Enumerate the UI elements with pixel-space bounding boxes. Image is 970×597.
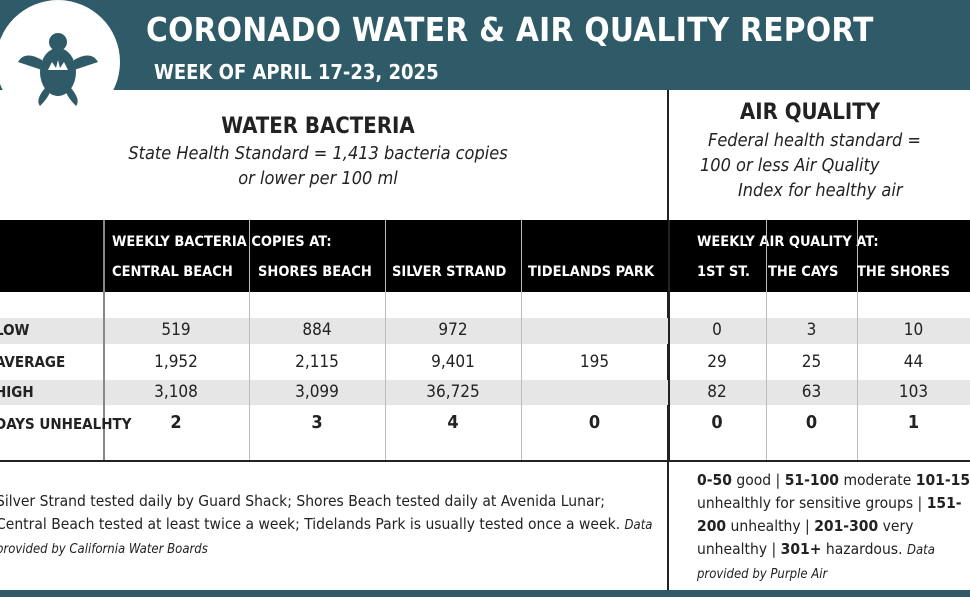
note-text: Silver Strand tested daily by Guard Shac… xyxy=(0,492,621,533)
water-standard: State Health Standard = 1,413 bacteria c… xyxy=(128,143,508,164)
cell: 3 xyxy=(311,412,323,433)
legend-text: moderate xyxy=(843,471,912,489)
column-header: SHORES BEACH xyxy=(258,264,372,280)
cell: 82 xyxy=(707,382,727,402)
cell: 195 xyxy=(579,352,610,372)
legend-range: 101-150 xyxy=(915,471,970,489)
legend-text: very unhealthy | xyxy=(697,517,914,558)
air-standard: Federal health standard = 100 or less Air… xyxy=(690,128,921,203)
legend-text: good | xyxy=(736,471,781,489)
row-label: DAYS UNHEALHTY xyxy=(0,415,132,433)
cell: 44 xyxy=(903,352,924,372)
cell: 36,725 xyxy=(426,382,480,402)
cell: 0 xyxy=(588,412,601,433)
column-header: 1ST ST. xyxy=(697,264,750,280)
air-title: AIR QUALITY xyxy=(739,100,881,125)
column-rule xyxy=(766,220,767,460)
cell: 29 xyxy=(707,352,727,372)
column-header: THE CAYS xyxy=(768,264,839,280)
source: Data provided by California Water Boards xyxy=(0,518,653,557)
row-band xyxy=(0,380,970,405)
row-label: AVERAGE xyxy=(0,353,66,371)
table-heading: WEEKLY BACTERIA COPIES AT: xyxy=(112,234,332,250)
legend-text: unhealthly for sensitive groups | xyxy=(697,494,923,512)
legend-range: 51-100 xyxy=(784,471,839,489)
cell: 3,108 xyxy=(154,382,198,402)
column-rule xyxy=(668,220,670,460)
cell: 884 xyxy=(302,320,332,340)
legend-text: unhealthy | xyxy=(730,517,810,535)
cell: 3 xyxy=(806,320,817,340)
table-bottom-rule xyxy=(0,460,970,462)
column-header: THE SHORES xyxy=(857,264,951,280)
row-label: LOW xyxy=(0,321,30,339)
cell: 519 xyxy=(161,320,191,340)
subtitle: WEEK OF APRIL 17-23, 2025 xyxy=(154,60,439,84)
cell: 3,099 xyxy=(295,382,339,402)
cell: 1,952 xyxy=(154,352,198,372)
aqi-legend: 0-50 good | 51-100 moderate 101-150 unhe… xyxy=(697,469,970,586)
cell: 63 xyxy=(801,382,822,402)
cell: 4 xyxy=(447,412,459,433)
legend-range: 301+ xyxy=(780,540,822,558)
column-rule xyxy=(103,220,105,460)
air-standard-line: 100 or less Air Quality xyxy=(700,155,880,176)
water-title: WATER BACTERIA xyxy=(221,114,415,139)
air-standard-line: Index for healthy air xyxy=(738,180,903,201)
cell: 0 xyxy=(805,412,818,433)
column-rule xyxy=(857,220,858,460)
cell: 103 xyxy=(898,382,929,402)
cell: 2 xyxy=(170,412,182,433)
table-heading: WEEKLY AIR QUALITY AT: xyxy=(697,234,879,250)
column-rule xyxy=(385,220,386,460)
column-rule xyxy=(249,220,250,460)
cell: 0 xyxy=(711,412,723,433)
cell: 972 xyxy=(438,320,468,340)
footer-band xyxy=(0,590,970,597)
column-header: CENTRAL BEACH xyxy=(112,264,233,280)
cell: 0 xyxy=(712,320,722,340)
column-header: TIDELANDS PARK xyxy=(528,264,655,280)
legend-range: 151-200 xyxy=(697,494,962,535)
cell: 10 xyxy=(903,320,924,340)
cell: 25 xyxy=(801,352,822,372)
water-note: Silver Strand tested daily by Guard Shac… xyxy=(0,490,656,561)
column-rule xyxy=(521,220,522,460)
legend-range: 0-50 xyxy=(697,471,732,489)
header-band xyxy=(0,0,970,90)
column-header: SILVER STRAND xyxy=(392,264,507,280)
logo xyxy=(0,0,120,124)
water-standard: or lower per 100 ml xyxy=(238,168,398,189)
row-label: HIGH xyxy=(0,383,34,401)
source: Data provided by Purple Air xyxy=(697,543,935,582)
legend-range: 201-300 xyxy=(814,517,879,535)
table-header-band xyxy=(0,220,970,292)
cell: 9,401 xyxy=(431,352,475,372)
title: CORONADO WATER & AIR QUALITY REPORT xyxy=(146,10,874,49)
cell: 1 xyxy=(907,412,920,433)
legend-text: hazardous. xyxy=(825,540,903,558)
cell: 2,115 xyxy=(295,352,339,372)
row-band xyxy=(0,318,970,344)
air-standard-line: Federal health standard = xyxy=(708,130,921,151)
